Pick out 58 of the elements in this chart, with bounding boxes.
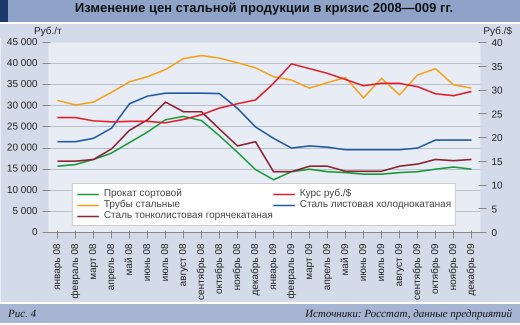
y-tick-label: 45 000 xyxy=(6,37,38,48)
line-series xyxy=(56,63,472,124)
legend-label: Сталь листовая холоднокатаная xyxy=(300,199,452,210)
y2-tick-label: 5 xyxy=(492,204,498,216)
x-tick-label: январь 09 xyxy=(268,243,279,290)
y2-tick-label: 10 xyxy=(492,180,504,192)
x-tick-label: апрель 08 xyxy=(106,243,117,290)
line-series xyxy=(56,101,472,172)
legend-label: Курс руб./$ xyxy=(300,188,352,199)
y2-tick-label: 25 xyxy=(492,109,504,120)
y2-tick-label: 30 xyxy=(492,86,504,96)
x-tick-label: февраль 09 xyxy=(286,243,297,299)
y-tick-label: 30 000 xyxy=(6,100,38,112)
y-tick-label: 10 000 xyxy=(6,184,38,196)
x-tick-label: март 08 xyxy=(88,243,99,280)
x-tick-label: ноябрь 08 xyxy=(232,243,243,290)
x-tick-label: сентябрь 09 xyxy=(412,243,423,300)
y-tick-label: 0 xyxy=(32,227,38,238)
y2-tick-label: 40 xyxy=(492,38,504,49)
y2-axis-title: Руб./$ xyxy=(483,26,512,38)
line-series xyxy=(56,54,472,106)
line-series xyxy=(56,92,472,151)
x-tick-label: май 09 xyxy=(340,243,351,276)
y-tick-label: 25 000 xyxy=(6,121,38,132)
y-tick-label: 35 000 xyxy=(6,79,38,90)
x-tick-label: январь 08 xyxy=(52,243,63,290)
x-tick-label: июнь 09 xyxy=(358,243,369,282)
x-tick-label: декабрь 08 xyxy=(250,243,261,296)
x-tick-label: апрель 09 xyxy=(322,243,333,290)
x-tick-label: август 08 xyxy=(178,243,189,286)
text: Источники: Росстат, данные предприятий xyxy=(305,308,512,320)
y-tick-label: 20 000 xyxy=(6,142,38,154)
x-tick-label: июль 09 xyxy=(376,243,387,282)
x-tick-label: октябрь 09 xyxy=(430,243,441,294)
legend-label: Прокат сортовой xyxy=(104,188,182,199)
y2-tick-label: 0 xyxy=(492,228,498,239)
y-axis-title: Руб./т xyxy=(34,26,62,38)
x-tick-label: сентябрь 08 xyxy=(196,243,207,300)
x-tick-label: ноябрь 09 xyxy=(448,243,459,290)
y-tick-label: 15 000 xyxy=(6,164,38,175)
x-tick-label: май 08 xyxy=(124,243,135,276)
x-tick-label: октябрь 08 xyxy=(214,243,225,294)
line-series xyxy=(56,116,472,181)
legend-label: Сталь тонколистовая горячекатаная xyxy=(104,210,273,221)
y2-tick-label: 20 xyxy=(492,133,504,144)
y2-tick-label: 15 xyxy=(492,156,504,168)
x-tick-label: февраль 08 xyxy=(70,243,81,299)
text: Рис. 4 xyxy=(8,308,36,320)
chart-title: Изменение цен стальной продукции в кризис 2008—009 гг. xyxy=(0,0,520,22)
x-tick-label: июль 08 xyxy=(160,243,171,282)
y2-tick-label: 35 xyxy=(492,62,504,73)
y-tick-label: 5 000 xyxy=(12,206,38,217)
x-tick-label: март 09 xyxy=(304,243,315,280)
x-tick-label: август 09 xyxy=(394,243,405,286)
y-tick-label: 40 000 xyxy=(6,58,38,70)
x-tick-label: декабрь 09 xyxy=(466,243,477,296)
x-tick-label: июнь 08 xyxy=(142,243,153,282)
legend-label: Трубы стальные xyxy=(104,199,180,210)
